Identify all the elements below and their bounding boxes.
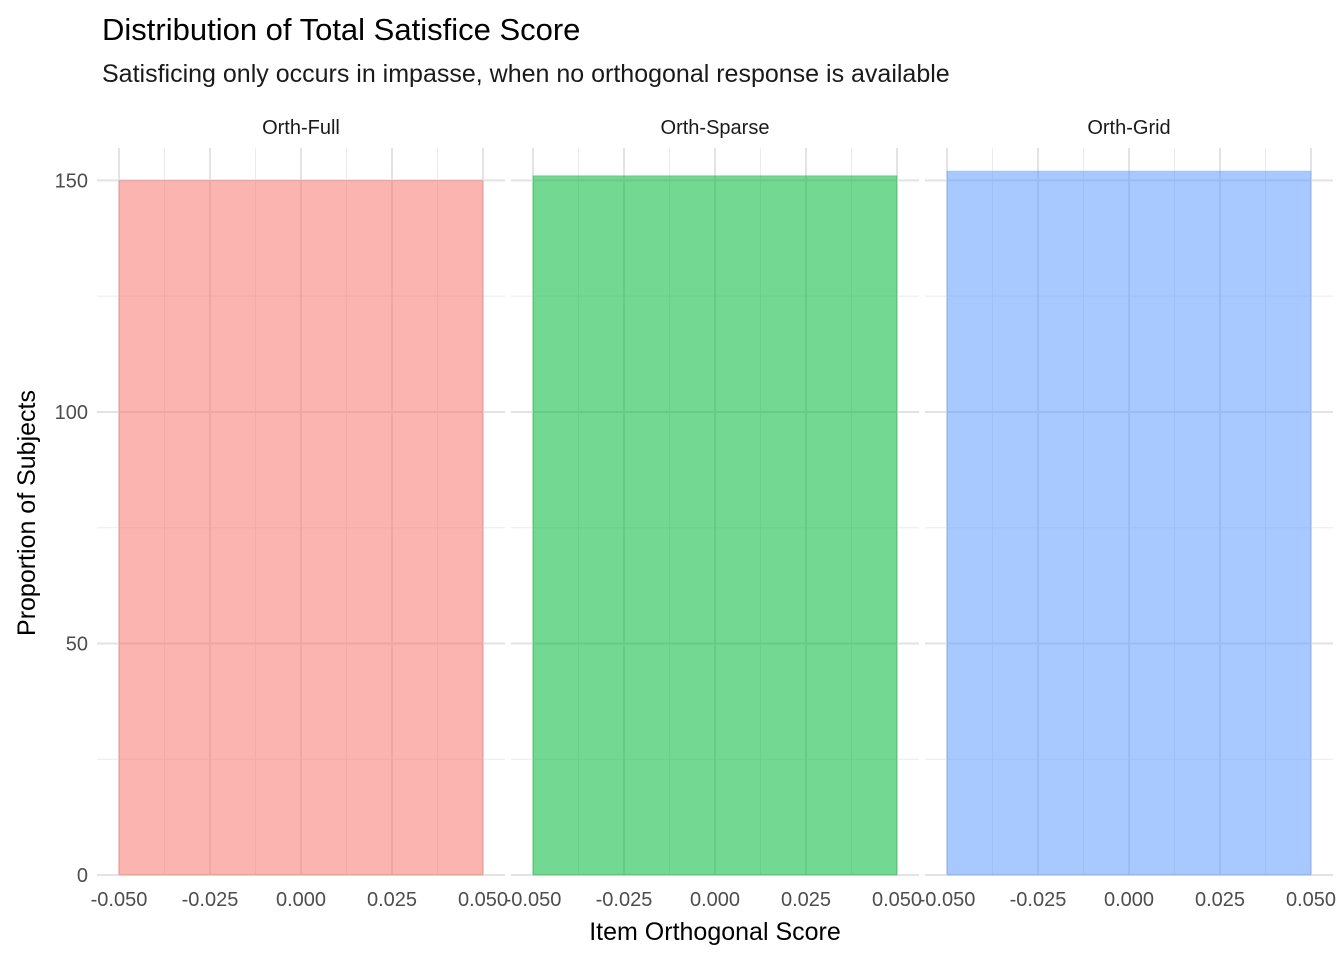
facet-panel-orth-sparse: Orth-Sparse -0.050 -0.025 0.000 0.025 0.050	[505, 117, 922, 911]
x-tick-label: 0.050	[1286, 889, 1336, 911]
chart-subtitle: Satisficing only occurs in impasse, when…	[102, 60, 950, 88]
x-tick-label: 0.000	[276, 889, 326, 911]
x-tick-label: -0.050	[919, 889, 976, 911]
bar	[532, 175, 898, 876]
y-tick-label: 0	[77, 865, 88, 887]
y-tick-label: 150	[55, 170, 88, 192]
facet-strip-label: Orth-Grid	[1087, 117, 1170, 139]
x-tick-label: -0.050	[91, 889, 148, 911]
facet-strip-label: Orth-Full	[262, 117, 340, 139]
y-tick-label: 50	[66, 633, 88, 655]
x-tick-label: 0.000	[690, 889, 740, 911]
y-axis-ticks: 0 50 100 150	[55, 170, 88, 887]
facet-panel-orth-grid: Orth-Grid -0.050 -0.025 0.000 0.025 0.050	[919, 117, 1336, 911]
chart-title: Distribution of Total Satisfice Score	[102, 12, 580, 47]
x-tick-label: -0.025	[182, 889, 239, 911]
bar	[118, 179, 484, 876]
y-axis-title: Proportion of Subjects	[13, 390, 41, 636]
x-tick-label: 0.025	[1195, 889, 1245, 911]
x-tick-label: 0.050	[872, 889, 922, 911]
x-axis-title: Item Orthogonal Score	[589, 918, 841, 946]
x-tick-label: 0.025	[781, 889, 831, 911]
facet-panel-orth-full: Orth-Full -0.050 -0.025 0.000 0.025 0.050	[91, 117, 508, 911]
x-tick-label: 0.025	[367, 889, 417, 911]
facet-strip-label: Orth-Sparse	[661, 117, 770, 139]
facet-panels: Orth-Full-0.050 -0.025 0.000 0.025 0.050Orth…	[91, 117, 1336, 911]
y-tick-label: 100	[55, 402, 88, 424]
x-tick-label: -0.025	[1010, 889, 1067, 911]
x-tick-label: 0.050	[458, 889, 508, 911]
x-tick-label: -0.025	[596, 889, 653, 911]
x-tick-label: 0.000	[1104, 889, 1154, 911]
bar	[946, 170, 1312, 876]
x-tick-label: -0.050	[505, 889, 562, 911]
